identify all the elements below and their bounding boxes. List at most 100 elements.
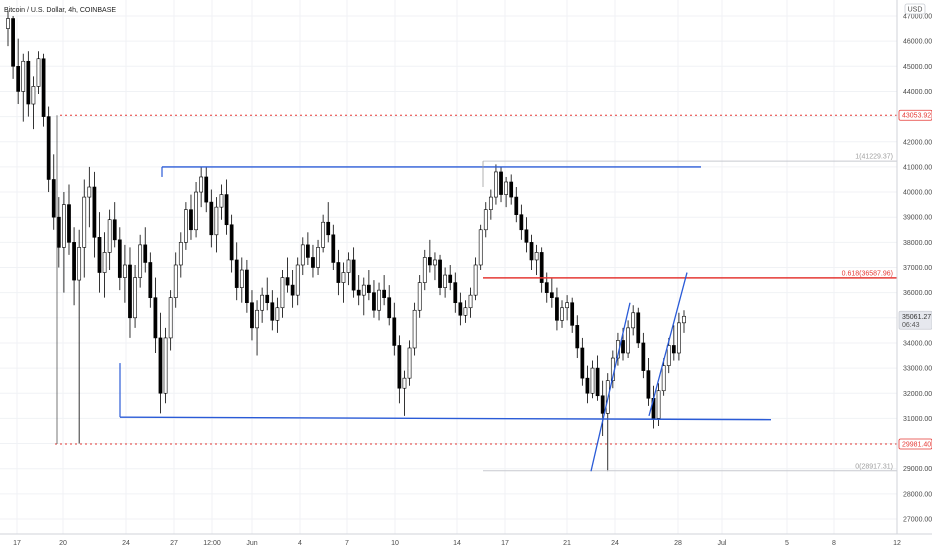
time-axis[interactable]: 17 20 24 27 12:00 Jun 4 7 10 14 17 21 24 28 Jul 5 8 12: [13, 540, 901, 547]
candle-body: [184, 209, 188, 243]
x-tick-label: 12: [893, 540, 901, 547]
candle-body: [671, 345, 676, 354]
price-tag-text: 29981.40: [902, 442, 931, 449]
candle-body: [529, 242, 534, 261]
x-tick-label: 20: [59, 540, 67, 547]
candle-body: [229, 224, 234, 261]
y-tick-label: 38000.00: [903, 240, 932, 247]
candle-body: [62, 204, 66, 248]
candle-body: [402, 377, 407, 389]
candle-body: [524, 229, 529, 243]
candle-body: [77, 247, 82, 281]
drawing-tools: [56, 115, 897, 472]
candle-body: [341, 272, 346, 283]
candle-body: [417, 282, 422, 311]
currency-badge[interactable]: [904, 3, 926, 15]
x-tick-label: 5: [785, 540, 789, 547]
x-tick-label: 10: [391, 540, 399, 547]
candle-body: [641, 342, 646, 371]
candle-body: [128, 264, 132, 319]
candle-body: [433, 259, 437, 266]
candle-body: [473, 264, 478, 296]
candle-body: [483, 209, 488, 231]
x-tick-label: 12:00: [203, 540, 221, 547]
candle-body: [422, 257, 427, 283]
candle-body: [275, 307, 280, 321]
y-tick-label: 29000.00: [903, 466, 932, 473]
candle-body: [504, 181, 508, 195]
candle-body: [16, 66, 21, 92]
candle-body: [494, 171, 498, 198]
candle-body: [204, 176, 209, 203]
candle-body: [387, 297, 392, 319]
x-tick-label: 7: [345, 540, 349, 547]
price-tag-box: [898, 438, 932, 450]
candle-body: [666, 345, 671, 366]
y-tick-label: 44000.00: [903, 89, 932, 96]
candle-body: [255, 309, 259, 329]
candle-body: [585, 377, 590, 394]
y-tick-label: 42000.00: [903, 139, 932, 146]
candle-body: [321, 221, 326, 248]
candle-body: [72, 242, 76, 281]
candle-body: [534, 252, 539, 261]
fib-label: 0(28917.31): [855, 463, 893, 470]
y-tick-label: 40000.00: [903, 190, 932, 197]
candle-body: [92, 186, 97, 238]
price-axis[interactable]: 27000.0028000.0029000.0030000.0031000.00…: [903, 14, 932, 524]
candle-body: [326, 221, 331, 236]
candle-body: [580, 347, 585, 379]
candle-body: [636, 312, 641, 344]
candle-body: [519, 214, 524, 231]
y-tick-label: 45000.00: [903, 64, 932, 71]
candle-body: [626, 327, 630, 354]
candle-body: [351, 259, 356, 291]
candle-body: [133, 277, 137, 319]
currency-label: USD: [908, 7, 923, 14]
x-tick-label: 17: [501, 540, 509, 547]
candle-body: [280, 277, 285, 309]
candle-body: [36, 58, 41, 87]
candle-body: [336, 262, 341, 283]
candle-body: [682, 315, 686, 324]
candle-body: [234, 259, 239, 288]
candle-body: [311, 257, 315, 268]
x-tick-label: 21: [563, 540, 571, 547]
candle-body: [168, 297, 173, 339]
candle-body: [392, 317, 397, 346]
candle-body: [544, 282, 549, 293]
x-tick-label: Jun: [246, 540, 257, 547]
candle-body: [178, 242, 183, 266]
candle-body: [153, 297, 158, 339]
candle-body: [300, 244, 305, 266]
candle-body: [265, 294, 270, 304]
candle-body: [87, 186, 92, 198]
candle-body: [468, 294, 473, 309]
candle-body: [260, 294, 265, 311]
fib-label: 1(41229.37): [855, 154, 893, 161]
candle-body: [331, 234, 336, 263]
y-tick-label: 32000.00: [903, 391, 932, 398]
y-tick-label: 41000.00: [903, 164, 932, 171]
candle-body: [590, 367, 595, 394]
candle-body: [448, 274, 453, 283]
candle-body: [438, 259, 442, 288]
y-tick-label: 33000.00: [903, 366, 932, 373]
candle-body: [148, 262, 153, 298]
y-tick-label: 34000.00: [903, 340, 932, 347]
candle-body: [270, 302, 275, 321]
candle-body: [677, 322, 681, 354]
candle-body: [250, 302, 254, 329]
candle-body: [397, 345, 402, 389]
candle-body: [97, 237, 102, 273]
candle-body: [661, 365, 666, 392]
candle-body: [478, 229, 483, 266]
candle-body: [295, 264, 300, 296]
candle-body: [560, 307, 564, 321]
candle-body: [82, 196, 87, 248]
fib-label: 0.618(36587.96): [842, 270, 893, 277]
candle-body: [316, 247, 320, 268]
fib-labels: 1(41229.37) 0.618(36587.96) 0(28917.31): [842, 154, 893, 471]
candle-body: [67, 204, 71, 243]
